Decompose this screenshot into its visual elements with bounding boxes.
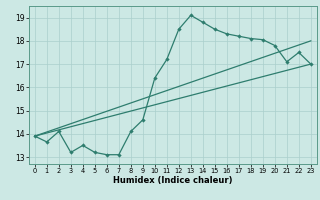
X-axis label: Humidex (Indice chaleur): Humidex (Indice chaleur) <box>113 176 233 185</box>
